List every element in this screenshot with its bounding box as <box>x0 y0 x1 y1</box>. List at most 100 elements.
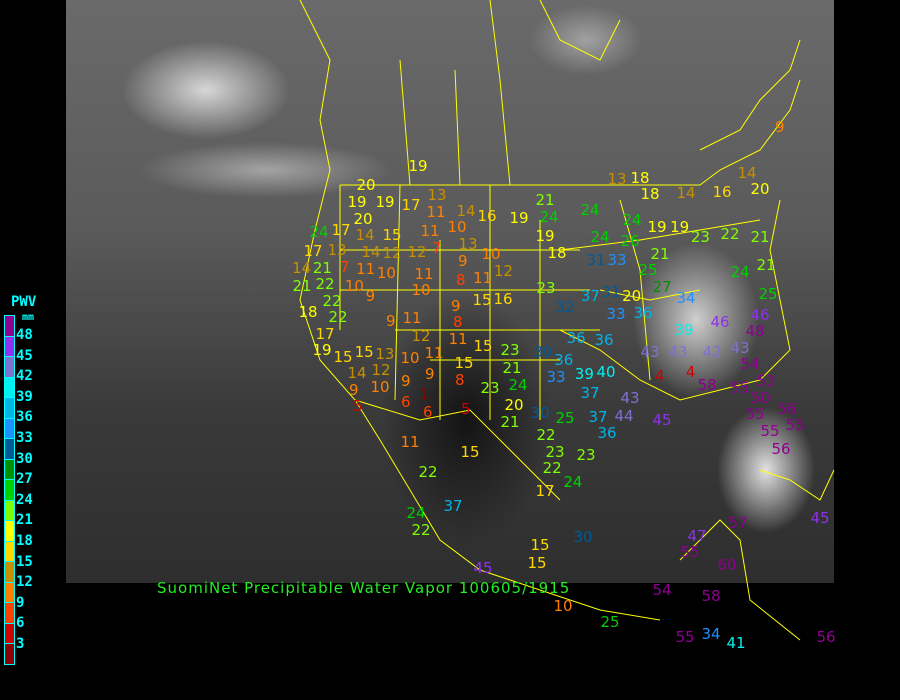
station-pwv-value: 19 <box>347 192 367 211</box>
station-pwv-value: 11 <box>420 222 440 241</box>
station-pwv-value: 20 <box>504 396 524 415</box>
colorbar-label: 27 <box>16 471 33 488</box>
station-pwv-value: 14 <box>737 163 757 182</box>
station-pwv-value: 21 <box>502 358 522 377</box>
station-pwv-value: 8 <box>456 270 466 289</box>
colorbar-swatch <box>4 643 15 665</box>
station-pwv-value: 21 <box>756 255 776 274</box>
station-pwv-value: 19 <box>509 208 529 227</box>
station-pwv-value: 6 <box>401 392 411 411</box>
station-pwv-value: 17 <box>331 220 351 239</box>
station-pwv-value: 15 <box>382 225 402 244</box>
boundary-line <box>759 469 835 501</box>
station-pwv-value: 21 <box>292 276 312 295</box>
station-pwv-value: 21 <box>312 258 332 277</box>
station-pwv-value: 8 <box>455 370 465 389</box>
station-pwv-value: 21 <box>500 412 520 431</box>
station-pwv-value: 17 <box>303 241 323 260</box>
station-pwv-value: 30 <box>530 403 550 422</box>
colorbar-label: 33 <box>16 430 33 446</box>
station-pwv-value: 39 <box>574 364 594 383</box>
boundary-line <box>679 519 801 641</box>
satellite-map <box>66 0 834 583</box>
station-pwv-value: 9 <box>349 380 359 399</box>
station-pwv-value: 11 <box>473 268 493 287</box>
station-pwv-value: 9 <box>401 371 411 390</box>
colorbar-label: 39 <box>16 388 33 405</box>
station-pwv-value: 36 <box>597 424 617 443</box>
station-pwv-value: 42 <box>702 342 722 361</box>
station-pwv-value: 40 <box>596 362 616 381</box>
station-pwv-value: 33 <box>606 304 626 323</box>
station-pwv-value: 6 <box>423 402 433 421</box>
colorbar-swatch <box>4 417 15 438</box>
station-pwv-value: 22 <box>720 224 740 243</box>
station-pwv-value: 57 <box>728 513 748 532</box>
station-pwv-value: 12 <box>411 327 431 346</box>
station-pwv-value: 18 <box>298 302 318 321</box>
station-pwv-value: 54 <box>740 355 760 374</box>
station-pwv-value: 11 <box>426 202 446 221</box>
station-pwv-value: 34 <box>701 624 721 643</box>
station-pwv-value: 23 <box>545 442 565 461</box>
station-pwv-value: 55 <box>730 378 750 397</box>
station-pwv-value: 39 <box>674 320 694 339</box>
station-pwv-value: 18 <box>547 243 567 262</box>
station-pwv-value: 27 <box>652 277 672 296</box>
station-pwv-value: 43 <box>640 342 660 361</box>
station-pwv-value: 9 <box>386 311 396 330</box>
station-pwv-value: 56 <box>816 627 836 646</box>
colorbar-label: 42 <box>16 368 33 385</box>
station-pwv-value: 13 <box>458 235 478 254</box>
station-pwv-value: 14 <box>355 226 375 245</box>
colorbar-swatch <box>4 581 15 602</box>
station-pwv-value: 22 <box>315 275 335 294</box>
boundary-line <box>399 59 411 186</box>
station-pwv-value: 17 <box>535 481 555 500</box>
station-pwv-value: 19 <box>408 156 428 175</box>
station-pwv-value: 31 <box>601 282 621 301</box>
station-pwv-value: 19 <box>670 217 690 236</box>
colorbar-label: 15 <box>16 553 33 570</box>
station-pwv-value: 45 <box>810 508 830 527</box>
colorbar-swatch <box>4 438 15 459</box>
station-pwv-value: 14 <box>361 242 381 261</box>
station-pwv-value: 12 <box>371 361 391 380</box>
colorbar-label: 45 <box>16 347 33 364</box>
boundary-line <box>354 399 561 501</box>
boundary-line <box>340 79 801 186</box>
station-pwv-value: 10 <box>481 245 501 264</box>
station-pwv-value: 18 <box>640 185 660 204</box>
station-pwv-value: 10 <box>553 596 573 615</box>
station-pwv-value: 37 <box>580 383 600 402</box>
station-pwv-value: 60 <box>717 555 737 574</box>
station-pwv-value: 48 <box>745 322 765 341</box>
station-pwv-value: 10 <box>411 281 431 300</box>
station-pwv-value: 18 <box>630 168 650 187</box>
station-pwv-value: 55 <box>785 416 805 435</box>
station-pwv-value: 50 <box>750 388 770 407</box>
station-pwv-value: 36 <box>594 330 614 349</box>
station-pwv-value: 14 <box>292 258 312 277</box>
station-pwv-value: 24 <box>406 504 426 523</box>
station-pwv-value: 19 <box>647 217 667 236</box>
station-pwv-value: 11 <box>356 260 376 279</box>
station-pwv-value: 5 <box>461 399 471 418</box>
station-pwv-value: 47 <box>687 526 707 545</box>
station-pwv-value: 15 <box>460 442 480 461</box>
station-pwv-value: 25 <box>600 612 620 631</box>
station-pwv-value: 24 <box>580 200 600 219</box>
colorbar-swatch <box>4 315 15 336</box>
station-pwv-value: 21 <box>750 227 770 246</box>
boundary-line <box>699 39 801 151</box>
boundary-line <box>340 249 600 361</box>
station-pwv-value: 15 <box>354 342 374 361</box>
station-pwv-value: 30 <box>533 342 553 361</box>
station-pwv-value: 45 <box>652 410 672 429</box>
station-pwv-value: 46 <box>750 305 770 324</box>
station-pwv-value: 43 <box>668 342 688 361</box>
boundary-line <box>489 0 511 186</box>
colorbar-label: 6 <box>16 615 25 632</box>
station-pwv-value: 20 <box>356 175 376 194</box>
